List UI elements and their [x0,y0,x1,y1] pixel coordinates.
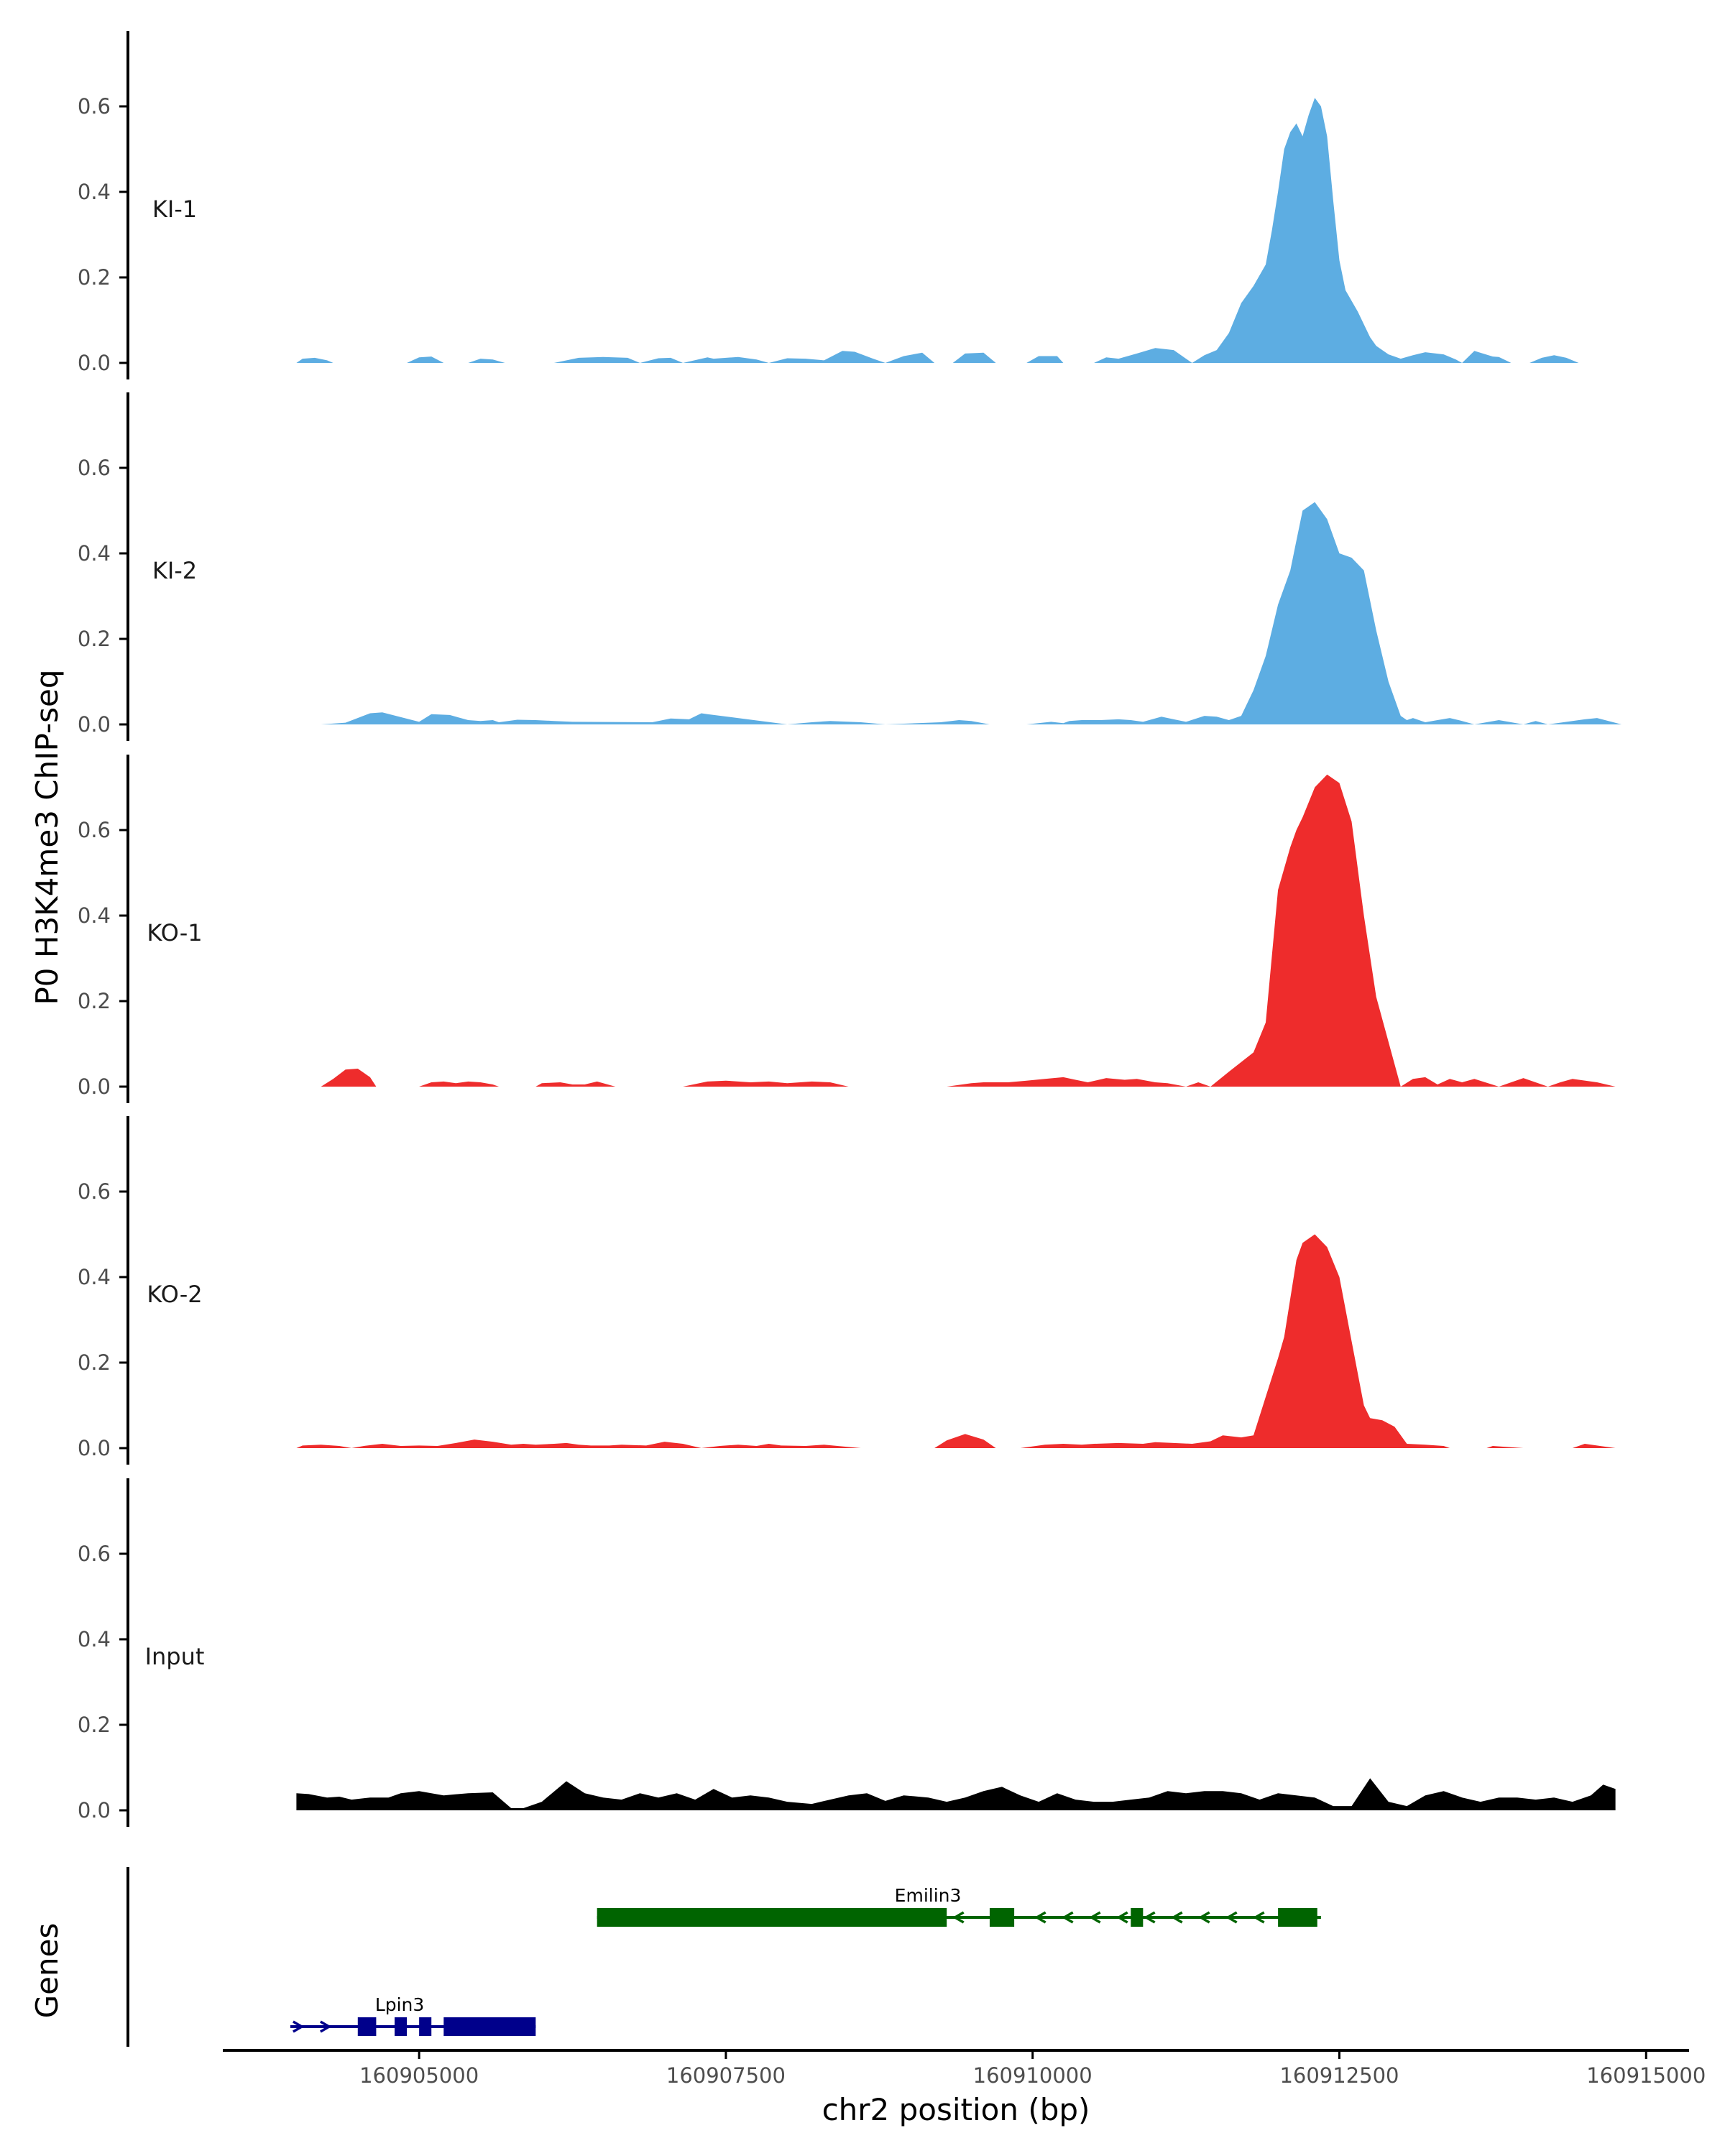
strand-arrow [1171,1911,1183,1924]
coverage-tracks: 0.00.20.40.6KI-10.00.20.40.6KI-20.00.20.… [78,31,1622,1827]
strand-arrow [1034,1911,1046,1924]
y-tick-label: 0.0 [78,1436,111,1460]
coverage-area-input [296,1778,1616,1810]
coverage-area-ki-1 [296,98,1585,363]
y-tick-label: 0.0 [78,1074,111,1099]
genes-track-title: Genes [29,1923,65,2019]
strand-arrow [320,2020,332,2033]
x-tick-label: 160915000 [1586,2063,1706,2088]
gene-exon [989,1908,1015,1927]
coverage-area-ko-1 [321,774,1616,1087]
strand-arrow [293,2020,305,2033]
y-axis-title: P0 H3K4me3 ChIP-seq [29,669,65,1005]
gene-annotation-track: Emilin3 Lpin3 [126,1867,1321,2047]
y-tick-label: 0.4 [78,903,111,928]
coverage-area-ki-2 [321,502,1622,724]
strand-arrow [1116,1911,1128,1924]
gene-exon [1278,1908,1317,1927]
x-tick-label: 160912500 [1279,2063,1399,2088]
coverage-area-ko-2 [296,1234,1616,1448]
gene-emilin3: Emilin3 [597,1885,1321,1927]
gene-exon [1131,1908,1144,1927]
y-tick-label: 0.4 [78,180,111,204]
y-tick-label: 0.6 [78,1179,111,1204]
gene-exon [419,2017,432,2036]
y-tick-label: 0.6 [78,1542,111,1566]
strand-arrow [1198,1911,1210,1924]
track-label: KO-1 [147,919,202,946]
x-axis: 160905000 160907500 160910000 160912500 1609… [223,2049,1706,2088]
gene-name-label: Emilin3 [895,1885,962,1906]
y-tick-label: 0.4 [78,1627,111,1651]
track-ki-2: 0.0 0.2 0.4 0.6 KI-2 [78,392,1622,741]
y-tick-label: 0.6 [78,818,111,842]
y-tick-label: 0.6 [78,94,111,119]
y-tick-label: 0.2 [78,1713,111,1737]
strand-arrow [952,1911,965,1924]
gene-exon [597,1908,947,1927]
y-tick-label: 0.2 [78,989,111,1013]
strand-arrow [1253,1911,1265,1924]
track-label: KI-1 [152,195,197,223]
gene-exon [443,2017,536,2036]
x-axis-title: chr2 position (bp) [822,2092,1090,2127]
strand-arrow [1144,1911,1156,1924]
track-ko-1: 0.0 0.2 0.4 0.6 KO-1 [78,755,1616,1103]
y-tick-label: 0.2 [78,265,111,290]
gene-exon [394,2017,408,2036]
strand-arrow [1062,1911,1074,1924]
track-label: KO-2 [147,1281,202,1308]
strand-arrow [1089,1911,1101,1924]
track-input: 0.0 0.2 0.4 0.6 Input [78,1478,1616,1827]
y-tick-label: 0.4 [78,541,111,566]
gene-exon [357,2017,377,2036]
x-tick-label: 160907500 [666,2063,786,2088]
strand-arrow [1225,1911,1238,1924]
y-tick-label: 0.2 [78,1350,111,1375]
track-ki-1: 0.0 0.2 0.4 0.6 KI-1 [78,31,1585,379]
gene-name-label: Lpin3 [375,1994,425,2015]
track-label: KI-2 [152,557,197,584]
x-tick-label: 160905000 [359,2063,479,2088]
y-tick-label: 0.0 [78,1798,111,1823]
track-ko-2: 0.0 0.2 0.4 0.6 KO-2 [78,1116,1616,1465]
y-tick-label: 0.6 [78,456,111,480]
y-tick-label: 0.2 [78,627,111,651]
x-tick-label: 160910000 [973,2063,1092,2088]
gene-lpin3: Lpin3 [290,1994,536,2036]
y-tick-label: 0.0 [78,351,111,375]
track-label: Input [145,1643,205,1670]
y-tick-label: 0.4 [78,1265,111,1289]
y-tick-label: 0.0 [78,712,111,737]
